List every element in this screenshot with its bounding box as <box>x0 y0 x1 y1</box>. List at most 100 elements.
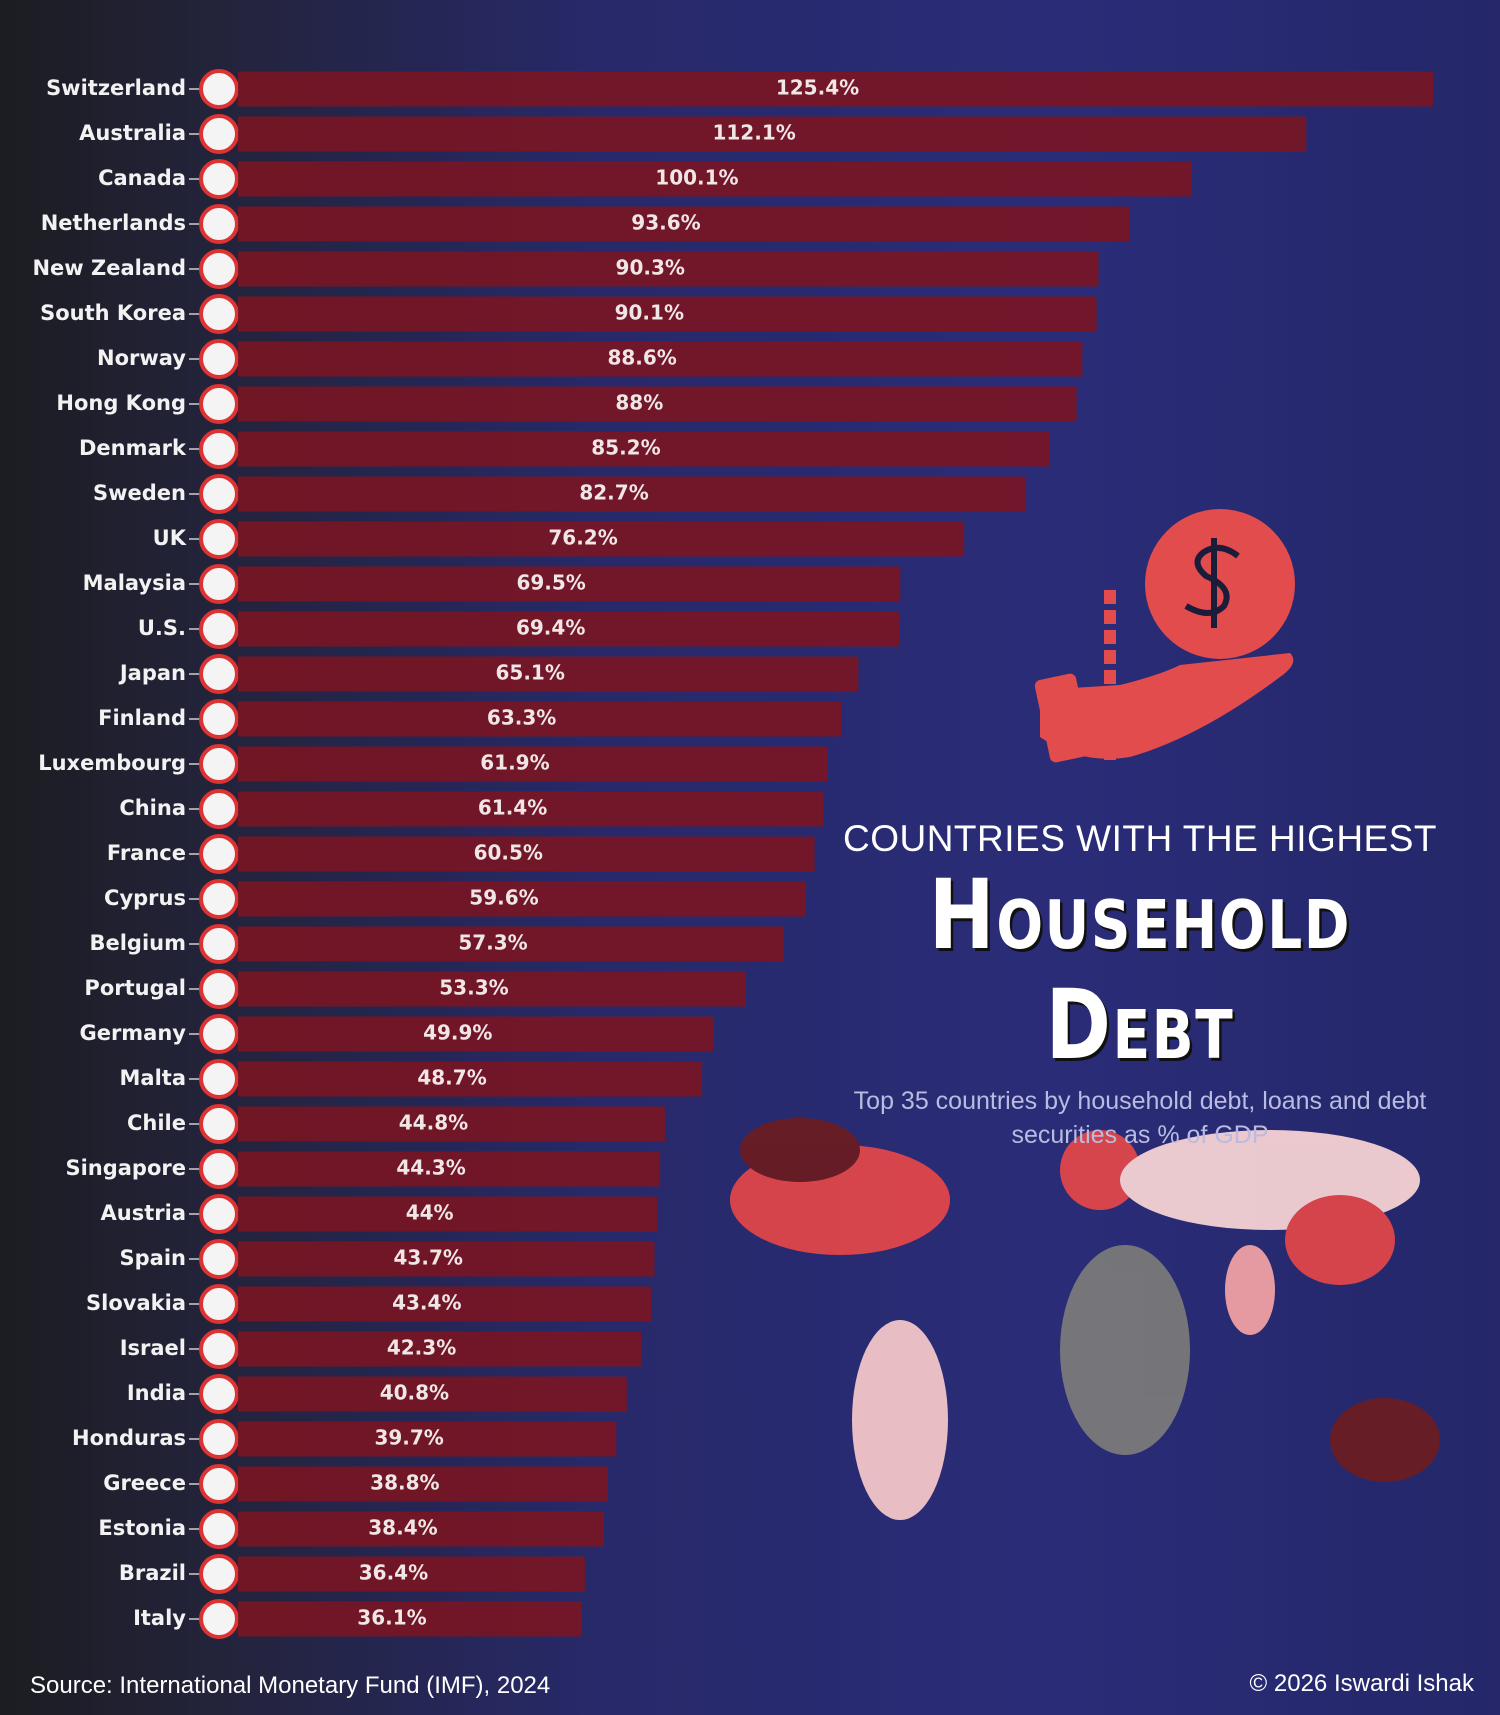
flag <box>199 609 239 649</box>
category-label: Honduras <box>72 1426 186 1450</box>
bar <box>238 881 806 917</box>
category-label: France <box>107 841 186 865</box>
bar <box>238 1286 652 1322</box>
value-label: 65.1% <box>495 661 564 685</box>
category-label: Luxembourg <box>38 751 186 775</box>
value-label: 93.6% <box>631 211 700 235</box>
flag <box>199 1104 239 1144</box>
bar <box>238 476 1027 512</box>
category-label: Finland <box>98 706 186 730</box>
category-label: Australia <box>79 121 186 145</box>
value-label: 57.3% <box>458 931 527 955</box>
value-label: 39.7% <box>374 1426 443 1450</box>
category-label: China <box>119 796 186 820</box>
category-label: Estonia <box>98 1516 186 1540</box>
map <box>730 1118 1440 1520</box>
value-label: 90.1% <box>615 301 684 325</box>
flag <box>199 1239 239 1279</box>
value-label: 76.2% <box>548 526 617 550</box>
category-label: Malta <box>120 1066 186 1090</box>
flag <box>199 69 239 109</box>
bar <box>238 791 824 827</box>
flag <box>199 429 239 469</box>
value-label: 49.9% <box>423 1021 492 1045</box>
category-label: Denmark <box>79 436 187 460</box>
category-label: New Zealand <box>32 256 186 280</box>
flag <box>199 1014 239 1054</box>
bar <box>238 341 1083 377</box>
flag <box>199 924 239 964</box>
category-label: Germany <box>79 1021 186 1045</box>
bar <box>238 1556 585 1592</box>
flag <box>199 1509 239 1549</box>
chart-title: Household Debt <box>928 859 1352 1081</box>
category-label: Brazil <box>119 1561 186 1585</box>
flag <box>199 744 239 784</box>
value-label: 48.7% <box>417 1066 486 1090</box>
value-label: 38.8% <box>370 1471 439 1495</box>
category-label: South Korea <box>40 301 186 325</box>
title-block: COUNTRIES WITH THE HIGHEST Household Deb… <box>800 818 1480 1152</box>
overline: COUNTRIES WITH THE HIGHEST <box>842 818 1438 859</box>
bar <box>238 1196 658 1232</box>
flag <box>199 339 239 379</box>
value-label: 61.4% <box>478 796 547 820</box>
flag <box>199 1599 239 1639</box>
category-label: U.S. <box>138 616 186 640</box>
debt-icon <box>1034 509 1295 763</box>
bar <box>238 1151 661 1187</box>
category-label: Slovakia <box>86 1291 186 1315</box>
flag <box>199 1554 239 1594</box>
category-label: Singapore <box>65 1156 186 1180</box>
value-label: 100.1% <box>655 166 738 190</box>
bar <box>238 1421 617 1457</box>
bar <box>238 161 1192 197</box>
category-label: Portugal <box>84 976 186 1000</box>
value-label: 40.8% <box>380 1381 449 1405</box>
value-label: 90.3% <box>616 256 685 280</box>
subtitle: Top 35 countries by household debt, loan… <box>853 1087 1427 1149</box>
value-label: 69.5% <box>516 571 585 595</box>
bar <box>238 386 1077 422</box>
bar <box>238 206 1130 242</box>
flag <box>199 519 239 559</box>
category-label: Netherlands <box>41 211 186 235</box>
category-label: UK <box>153 526 187 550</box>
bar <box>238 611 900 647</box>
value-label: 43.7% <box>394 1246 463 1270</box>
bar <box>238 656 859 692</box>
flag <box>199 474 239 514</box>
category-label: Cyprus <box>104 886 186 910</box>
flag <box>199 1149 239 1189</box>
bar <box>238 1511 604 1547</box>
value-label: 60.5% <box>474 841 543 865</box>
category-label: Chile <box>127 1111 186 1135</box>
source: Source: International Monetary Fund (IMF… <box>30 1672 551 1699</box>
bar <box>238 296 1097 332</box>
bar <box>238 116 1307 152</box>
value-label: 38.4% <box>368 1516 437 1540</box>
bar <box>238 836 815 872</box>
flag <box>199 1284 239 1324</box>
category-label: Japan <box>118 661 186 685</box>
flag <box>199 1194 239 1234</box>
flag <box>199 294 239 334</box>
category-label: Greece <box>103 1471 186 1495</box>
category-label: Austria <box>101 1201 186 1225</box>
value-label: 88.6% <box>607 346 676 370</box>
value-label: 82.7% <box>579 481 648 505</box>
value-label: 53.3% <box>439 976 508 1000</box>
flag <box>199 204 239 244</box>
flag <box>199 1374 239 1414</box>
flag <box>199 789 239 829</box>
flag <box>199 879 239 919</box>
category-label: Canada <box>98 166 186 190</box>
category-label: Italy <box>133 1606 186 1630</box>
flag <box>199 114 239 154</box>
bar <box>238 71 1433 107</box>
flag <box>199 1329 239 1369</box>
flag <box>199 1419 239 1459</box>
value-label: 88% <box>615 391 663 415</box>
category-label: Spain <box>120 1246 186 1270</box>
